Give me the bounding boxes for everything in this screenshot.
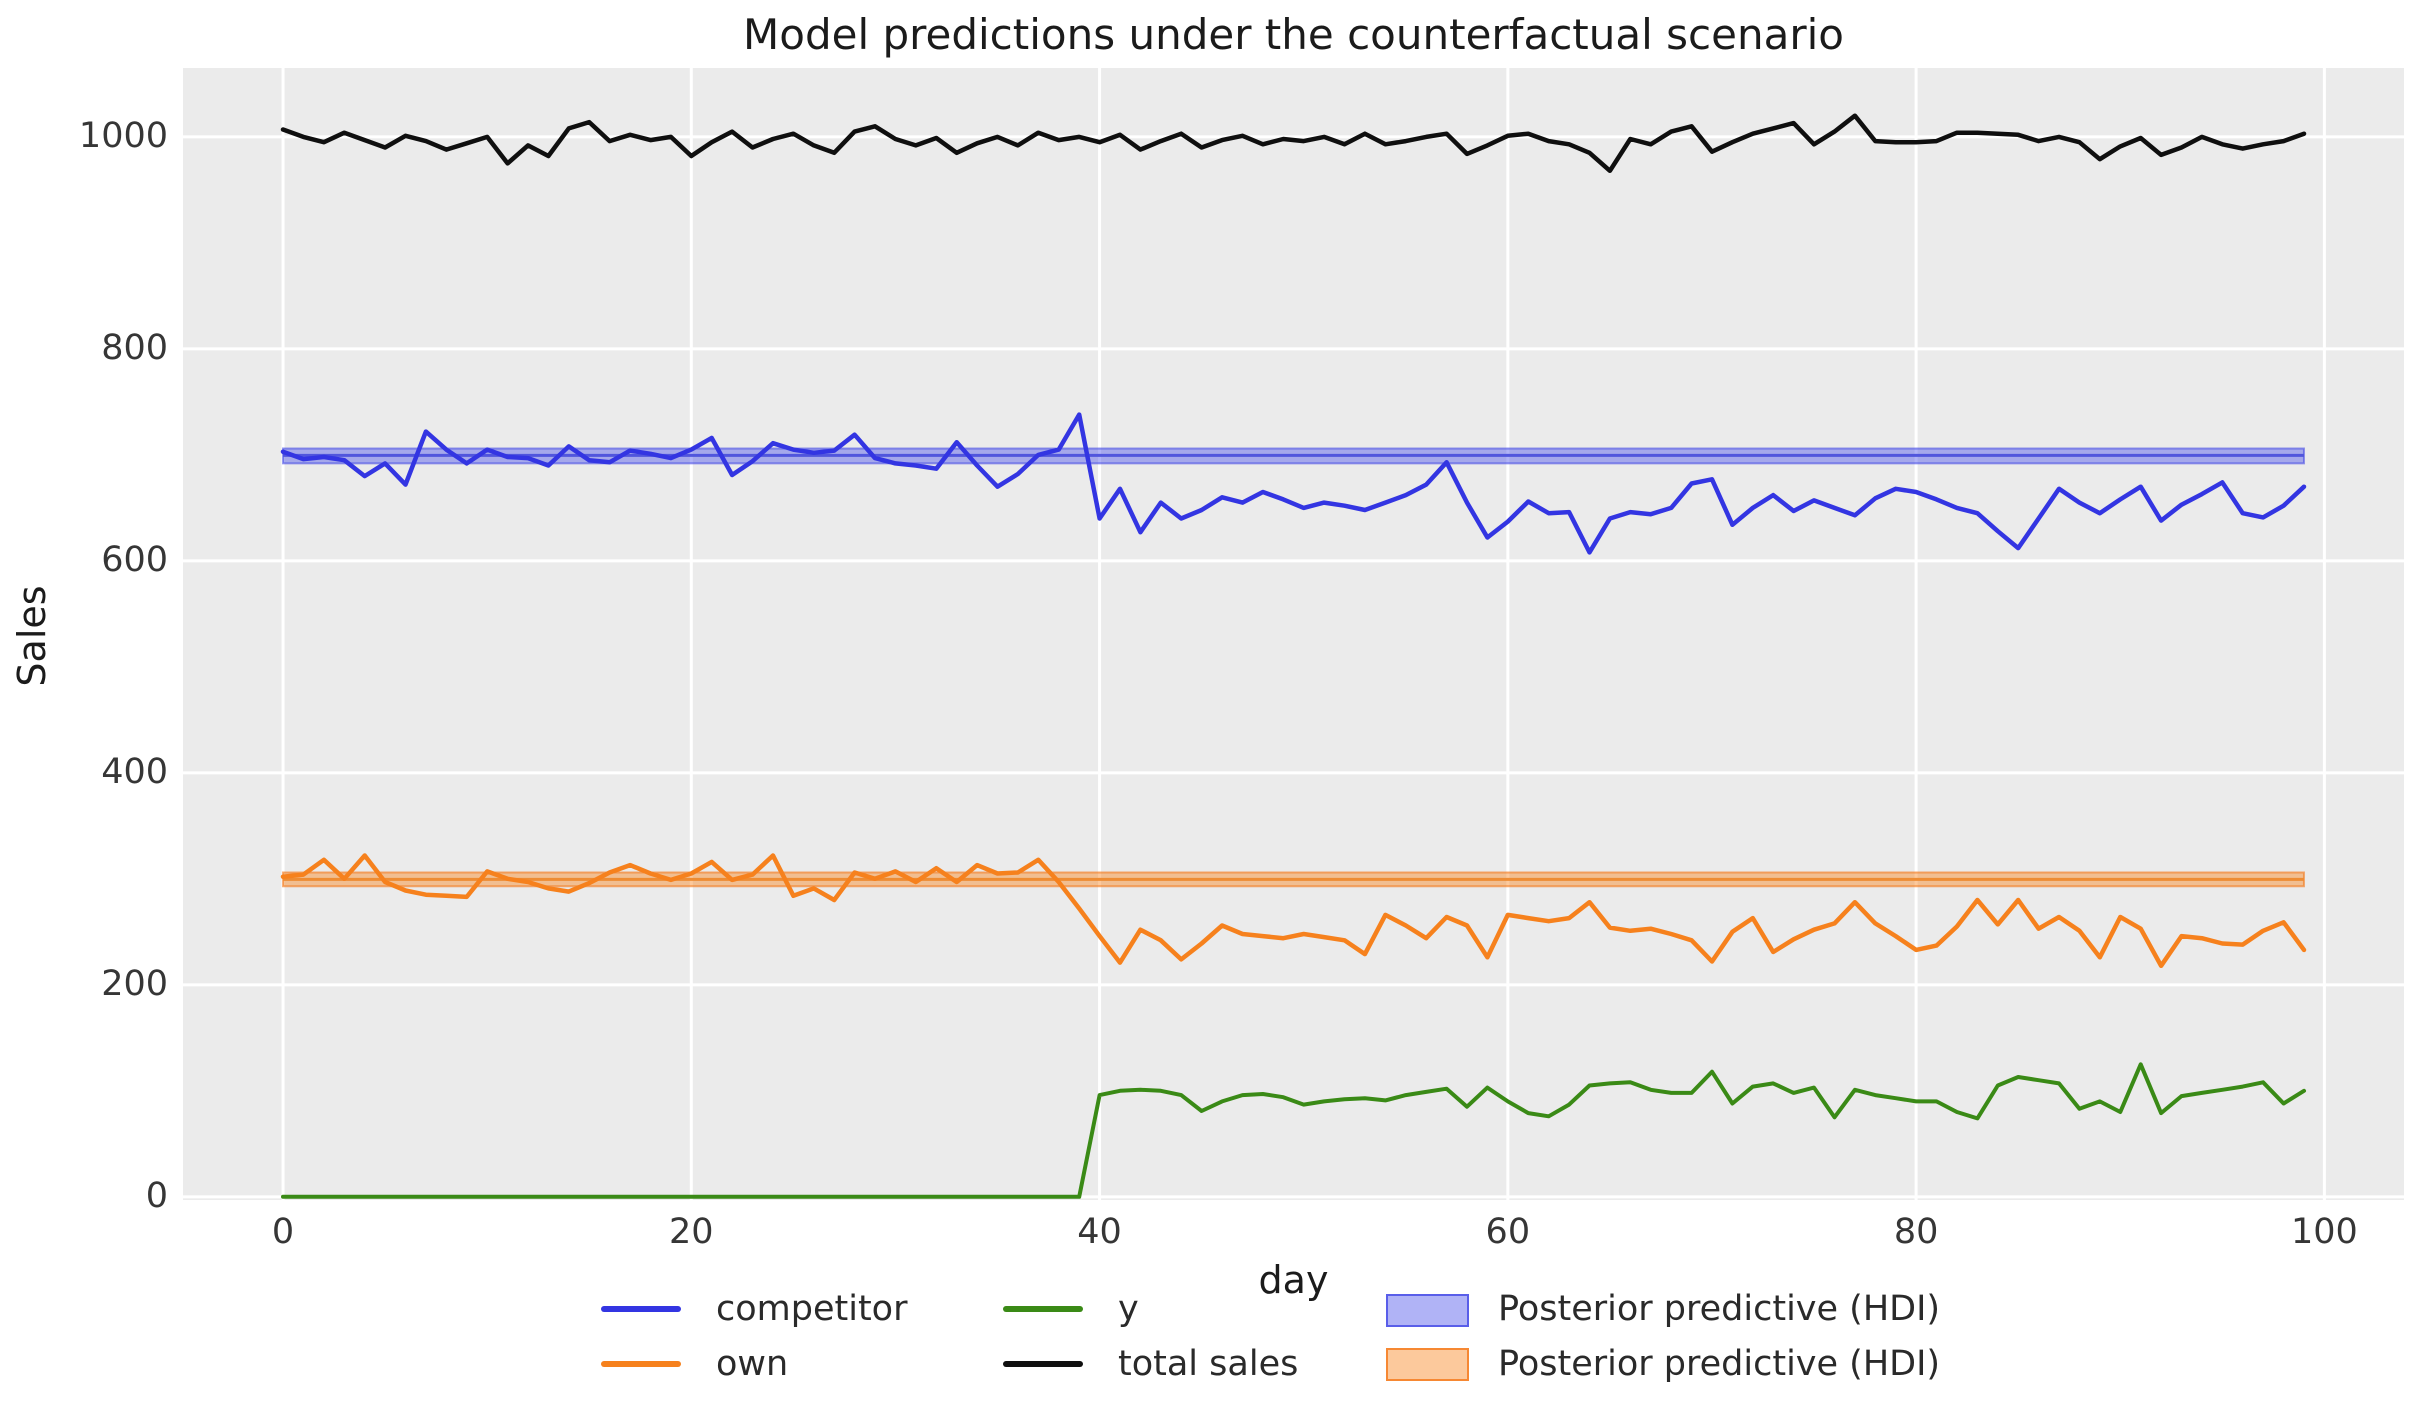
competitor-line-swatch [601,1306,681,1312]
legend-label-total-sales: total sales [1118,1344,1299,1384]
plot-area [183,68,2404,1200]
y-tick-label: 200 [101,963,168,1004]
x-tick-label: 60 [1485,1212,1531,1252]
x-tick-label: 100 [2290,1212,2358,1252]
y-tick-label: 400 [101,751,168,792]
own-line-swatch [601,1361,681,1367]
legend-label-posterior-predictive-orange: Posterior predictive (HDI) [1498,1344,1941,1384]
legend-label-posterior-predictive-blue: Posterior predictive (HDI) [1498,1289,1941,1329]
x-tick-label: 40 [1077,1212,1122,1252]
y-tick-label: 800 [101,327,168,368]
hdi-bands [282,447,2305,888]
total-sales-line-swatch [1003,1361,1083,1367]
series-lines [280,113,2307,1199]
y-tick-label: 0 [145,1175,168,1216]
x-axis-label: day [1258,1258,1329,1302]
y-line-swatch [1003,1306,1083,1312]
legend-label-competitor: competitor [716,1289,908,1329]
y-axis-label: Sales [10,585,54,687]
legend-label-y: y [1118,1289,1139,1329]
posterior-predictive-blue-patch [1386,1294,1469,1327]
gridlines [183,68,2404,1200]
y-tick-label: 1000 [78,115,168,156]
legend-label-own: own [716,1344,789,1384]
x-tick-label: 20 [669,1212,714,1252]
y-tick-label: 600 [101,539,168,580]
plot-svg [183,68,2404,1200]
x-tick-label: 0 [271,1212,295,1252]
x-tick-label: 80 [1893,1212,1939,1252]
chart-title: Model predictions under the counterfactu… [743,10,1844,59]
posterior-predictive-orange-patch [1386,1348,1469,1381]
